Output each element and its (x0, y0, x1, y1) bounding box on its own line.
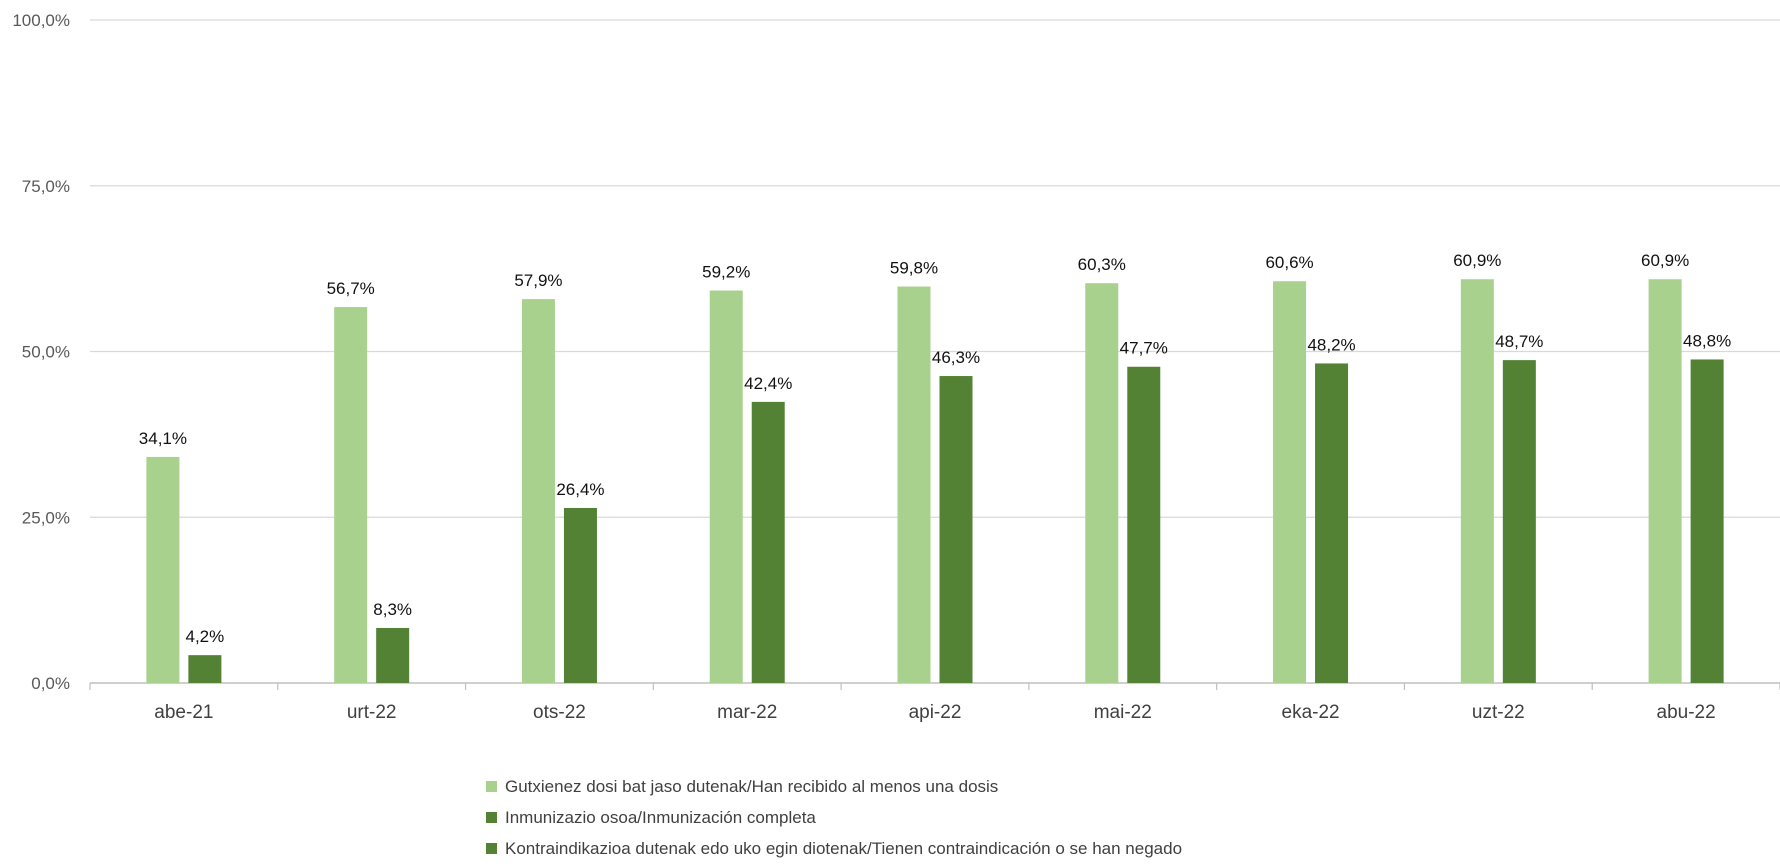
data-label: 8,3% (373, 600, 412, 619)
bar-chart: 0,0% 25,0% 50,0% 75,0% 100,0% 34,1% 56,7% 57,9%… (12, 11, 1780, 723)
bar (709, 290, 743, 683)
legend-swatch (486, 843, 497, 854)
data-label: 60,9% (1641, 251, 1689, 270)
bar (1085, 283, 1119, 683)
data-label: 48,8% (1683, 331, 1731, 350)
bar (563, 507, 597, 683)
bar (1127, 366, 1161, 683)
legend-item: Gutxienez dosi bat jaso dutenak/Han reci… (486, 771, 1182, 802)
data-label: 60,3% (1078, 255, 1126, 274)
bar (939, 376, 973, 683)
bar (1460, 279, 1494, 683)
legend-label: Gutxienez dosi bat jaso dutenak/Han reci… (505, 776, 999, 796)
y-tick-label: 100,0% (12, 11, 70, 30)
bar (1502, 360, 1536, 683)
bar (146, 456, 180, 683)
data-label: 4,2% (186, 627, 225, 646)
x-tick-label: api-22 (909, 702, 962, 723)
legend-item: Inmunizazio osoa/Inmunización completa (486, 802, 1182, 833)
legend-label: Kontraindikazioa dutenak edo uko egin di… (505, 838, 1183, 858)
data-label: 42,4% (744, 374, 792, 393)
data-label: 46,3% (932, 348, 980, 367)
bar (897, 286, 931, 683)
y-tick-label: 75,0% (22, 177, 70, 196)
y-tick-label: 50,0% (22, 343, 70, 362)
bar (334, 307, 368, 683)
bar (751, 401, 785, 683)
bar (1690, 359, 1724, 683)
data-label: 34,1% (139, 429, 187, 448)
data-label: 26,4% (556, 480, 604, 499)
data-label: 56,7% (327, 279, 375, 298)
bar (1648, 279, 1682, 683)
data-label: 60,6% (1265, 253, 1313, 272)
data-label: 59,2% (702, 263, 750, 282)
data-label: 47,7% (1120, 339, 1168, 358)
y-tick-label: 25,0% (22, 508, 70, 527)
bar (521, 299, 555, 683)
x-tick-label: uzt-22 (1472, 702, 1525, 723)
x-tick-label: abe-21 (154, 702, 213, 723)
data-label: 59,8% (890, 259, 938, 278)
x-tick-label: mai-22 (1094, 702, 1152, 723)
data-label: 57,9% (514, 271, 562, 290)
legend-label: Inmunizazio osoa/Inmunización completa (505, 807, 816, 827)
data-label: 48,7% (1495, 332, 1543, 351)
x-tick-label: eka-22 (1282, 702, 1340, 723)
bar (376, 627, 410, 683)
bar (1315, 363, 1349, 683)
data-label: 48,2% (1307, 335, 1355, 354)
legend-item: Kontraindikazioa dutenak edo uko egin di… (486, 833, 1182, 864)
x-tick-label: abu-22 (1657, 702, 1716, 723)
x-tick-label: ots-22 (533, 702, 586, 723)
chart-legend: Gutxienez dosi bat jaso dutenak/Han reci… (486, 771, 1182, 864)
data-label: 60,9% (1453, 251, 1501, 270)
bar (1273, 281, 1307, 683)
bar (188, 655, 222, 683)
y-tick-label: 0,0% (31, 674, 70, 693)
x-tick-label: mar-22 (717, 702, 777, 723)
legend-swatch (486, 812, 497, 823)
x-tick-label: urt-22 (347, 702, 397, 723)
legend-swatch (486, 781, 497, 792)
